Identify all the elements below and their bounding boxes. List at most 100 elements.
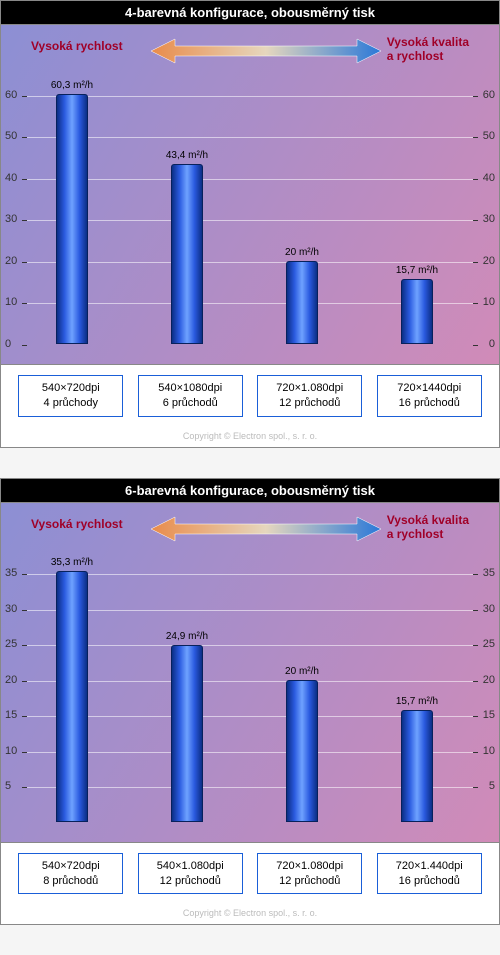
y-label-right: 30 (483, 213, 495, 225)
tick-mark (473, 137, 478, 138)
tick-mark (473, 303, 478, 304)
x-category-line: 540×720dpi (25, 381, 116, 396)
y-label-right: 40 (483, 172, 495, 184)
y-label-left: 15 (5, 709, 17, 721)
chart-panel: 6-barevná konfigurace, obousměrný tiskVy… (0, 478, 500, 926)
headline-right: Vysoká kvalitaa rychlost (387, 35, 469, 63)
grid-line (27, 96, 473, 97)
tick-mark (22, 303, 27, 304)
x-category-line: 6 průchodů (145, 396, 236, 411)
grid-line (27, 179, 473, 180)
y-label-left: 0 (5, 338, 11, 350)
tick-mark (22, 716, 27, 717)
tick-mark (473, 345, 478, 346)
y-label-left: 5 (5, 780, 11, 792)
tick-mark (22, 681, 27, 682)
x-category: 720×1440dpi16 průchodů (377, 375, 482, 417)
x-categories: 540×720dpi4 průchody 540×1080dpi6 průchod… (1, 365, 499, 431)
y-label-left: 30 (5, 213, 17, 225)
chart-title: 4-barevná konfigurace, obousměrný tisk (1, 1, 499, 25)
tick-mark (22, 787, 27, 788)
bar (286, 680, 318, 822)
x-category-line: 4 průchody (25, 396, 116, 411)
y-label-left: 35 (5, 567, 17, 579)
y-label-right: 30 (483, 603, 495, 615)
y-label-right: 20 (483, 255, 495, 267)
y-label-left: 10 (5, 296, 17, 308)
y-label-right: 35 (483, 567, 495, 579)
tick-mark (473, 787, 478, 788)
grid-line (27, 645, 473, 646)
headline-right: Vysoká kvalitaa rychlost (387, 513, 469, 541)
y-label-left: 60 (5, 89, 17, 101)
x-category: 540×1080dpi6 průchodů (138, 375, 243, 417)
x-category-line: 12 průchodů (145, 874, 236, 889)
headline-right-line: Vysoká kvalita (387, 513, 469, 527)
y-label-right: 5 (489, 780, 495, 792)
x-category: 540×720dpi8 průchodů (18, 853, 123, 895)
headline-left: Vysoká rychlost (31, 517, 123, 531)
x-category-line: 720×1.080dpi (264, 381, 355, 396)
copyright-text: Copyright © Electron spol., s. r. o. (1, 908, 499, 924)
headline-right-line: a rychlost (387, 527, 469, 541)
x-categories: 540×720dpi8 průchodů540×1.080dpi12 průch… (1, 843, 499, 909)
bar (286, 261, 318, 344)
x-category-line: 720×1.440dpi (384, 859, 475, 874)
x-category-line: 540×720dpi (25, 859, 116, 874)
y-label-right: 0 (489, 338, 495, 350)
y-label-left: 40 (5, 172, 17, 184)
headline-left: Vysoká rychlost (31, 39, 123, 53)
bar-value-label: 15,7 m²/h (372, 696, 462, 707)
tick-mark (22, 574, 27, 575)
grid-line (27, 220, 473, 221)
tick-mark (473, 610, 478, 611)
y-label-left: 25 (5, 638, 17, 650)
y-label-left: 10 (5, 745, 17, 757)
x-category-line: 720×1.080dpi (264, 859, 355, 874)
chart-area: Vysoká rychlost Vysoká kvalitaa rychlost 0… (1, 25, 499, 365)
tick-mark (473, 220, 478, 221)
x-category: 540×720dpi4 průchody (18, 375, 123, 417)
y-label-left: 20 (5, 674, 17, 686)
bar (401, 279, 433, 344)
chart-panel: 4-barevná konfigurace, obousměrný tiskVy… (0, 0, 500, 448)
bar-value-label: 20 m²/h (257, 666, 347, 677)
x-category-line: 12 průchodů (264, 396, 355, 411)
tick-mark (22, 645, 27, 646)
bar-value-label: 15,7 m²/h (372, 265, 462, 276)
x-category-line: 720×1440dpi (384, 381, 475, 396)
tick-mark (22, 345, 27, 346)
x-category-line: 12 průchodů (264, 874, 355, 889)
bar (401, 710, 433, 822)
tick-mark (22, 262, 27, 263)
x-category-line: 540×1080dpi (145, 381, 236, 396)
grid-line (27, 262, 473, 263)
y-label-right: 25 (483, 638, 495, 650)
y-label-right: 60 (483, 89, 495, 101)
y-label-left: 50 (5, 130, 17, 142)
tick-mark (473, 96, 478, 97)
x-category-line: 540×1.080dpi (145, 859, 236, 874)
tick-mark (473, 574, 478, 575)
grid-line (27, 574, 473, 575)
grid-line (27, 137, 473, 138)
x-category-line: 8 průchodů (25, 874, 116, 889)
grid-line (27, 610, 473, 611)
tick-mark (22, 220, 27, 221)
y-label-right: 50 (483, 130, 495, 142)
y-label-right: 20 (483, 674, 495, 686)
copyright-text: Copyright © Electron spol., s. r. o. (1, 431, 499, 447)
y-label-right: 10 (483, 745, 495, 757)
headline-right-line: Vysoká kvalita (387, 35, 469, 49)
gradient-arrow (151, 37, 381, 65)
bar (171, 645, 203, 822)
bar-value-label: 43,4 m²/h (142, 150, 232, 161)
tick-mark (473, 262, 478, 263)
tick-mark (473, 179, 478, 180)
x-category: 720×1.440dpi16 průchodů (377, 853, 482, 895)
bar-value-label: 20 m²/h (257, 247, 347, 258)
tick-mark (22, 179, 27, 180)
tick-mark (473, 716, 478, 717)
x-category: 720×1.080dpi12 průchodů (257, 853, 362, 895)
x-category-line: 16 průchodů (384, 396, 475, 411)
